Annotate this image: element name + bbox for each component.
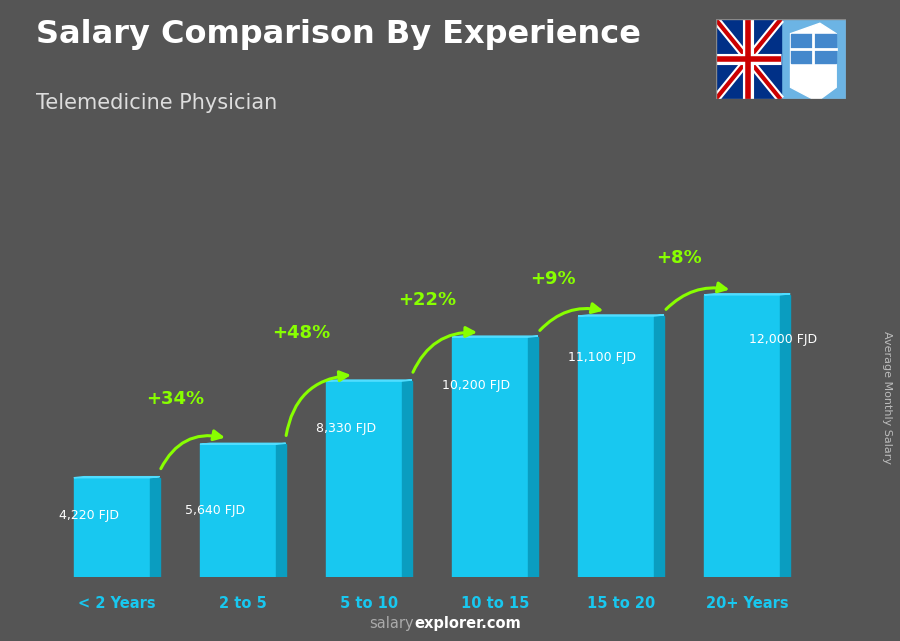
Polygon shape	[780, 295, 790, 577]
Bar	[452, 337, 527, 577]
Text: +34%: +34%	[146, 390, 203, 408]
Polygon shape	[705, 294, 790, 295]
Polygon shape	[452, 336, 538, 337]
Polygon shape	[654, 316, 664, 577]
Polygon shape	[527, 337, 538, 577]
Text: 11,100 FJD: 11,100 FJD	[568, 351, 636, 364]
Text: +48%: +48%	[272, 324, 330, 342]
Bar	[579, 316, 654, 577]
Text: 2 to 5: 2 to 5	[219, 595, 266, 611]
Bar	[200, 444, 275, 577]
Text: Average Monthly Salary: Average Monthly Salary	[881, 331, 892, 464]
Text: 10 to 15: 10 to 15	[461, 595, 529, 611]
Text: < 2 Years: < 2 Years	[78, 595, 156, 611]
Text: Telemedicine Physician: Telemedicine Physician	[36, 93, 277, 113]
Text: 12,000 FJD: 12,000 FJD	[749, 333, 816, 347]
Polygon shape	[149, 478, 159, 577]
Text: +22%: +22%	[398, 291, 456, 309]
Polygon shape	[74, 477, 159, 478]
Text: 5 to 10: 5 to 10	[340, 595, 398, 611]
Text: 15 to 20: 15 to 20	[587, 595, 655, 611]
Text: 4,220 FJD: 4,220 FJD	[58, 509, 119, 522]
Bar	[326, 381, 401, 577]
Text: 20+ Years: 20+ Years	[706, 595, 788, 611]
Text: +9%: +9%	[530, 270, 576, 288]
Text: 5,640 FJD: 5,640 FJD	[184, 504, 245, 517]
Bar	[74, 478, 149, 577]
Bar	[716, 19, 781, 99]
Text: 10,200 FJD: 10,200 FJD	[442, 379, 510, 392]
Text: 8,330 FJD: 8,330 FJD	[316, 422, 376, 435]
Polygon shape	[579, 315, 664, 316]
Bar	[705, 295, 780, 577]
Polygon shape	[275, 444, 285, 577]
Polygon shape	[401, 381, 412, 577]
Text: salary: salary	[369, 617, 414, 631]
Text: Salary Comparison By Experience: Salary Comparison By Experience	[36, 19, 641, 50]
Polygon shape	[790, 23, 836, 99]
Text: explorer.com: explorer.com	[414, 617, 521, 631]
Text: +8%: +8%	[656, 249, 702, 267]
Bar	[790, 33, 836, 63]
Polygon shape	[326, 380, 412, 381]
